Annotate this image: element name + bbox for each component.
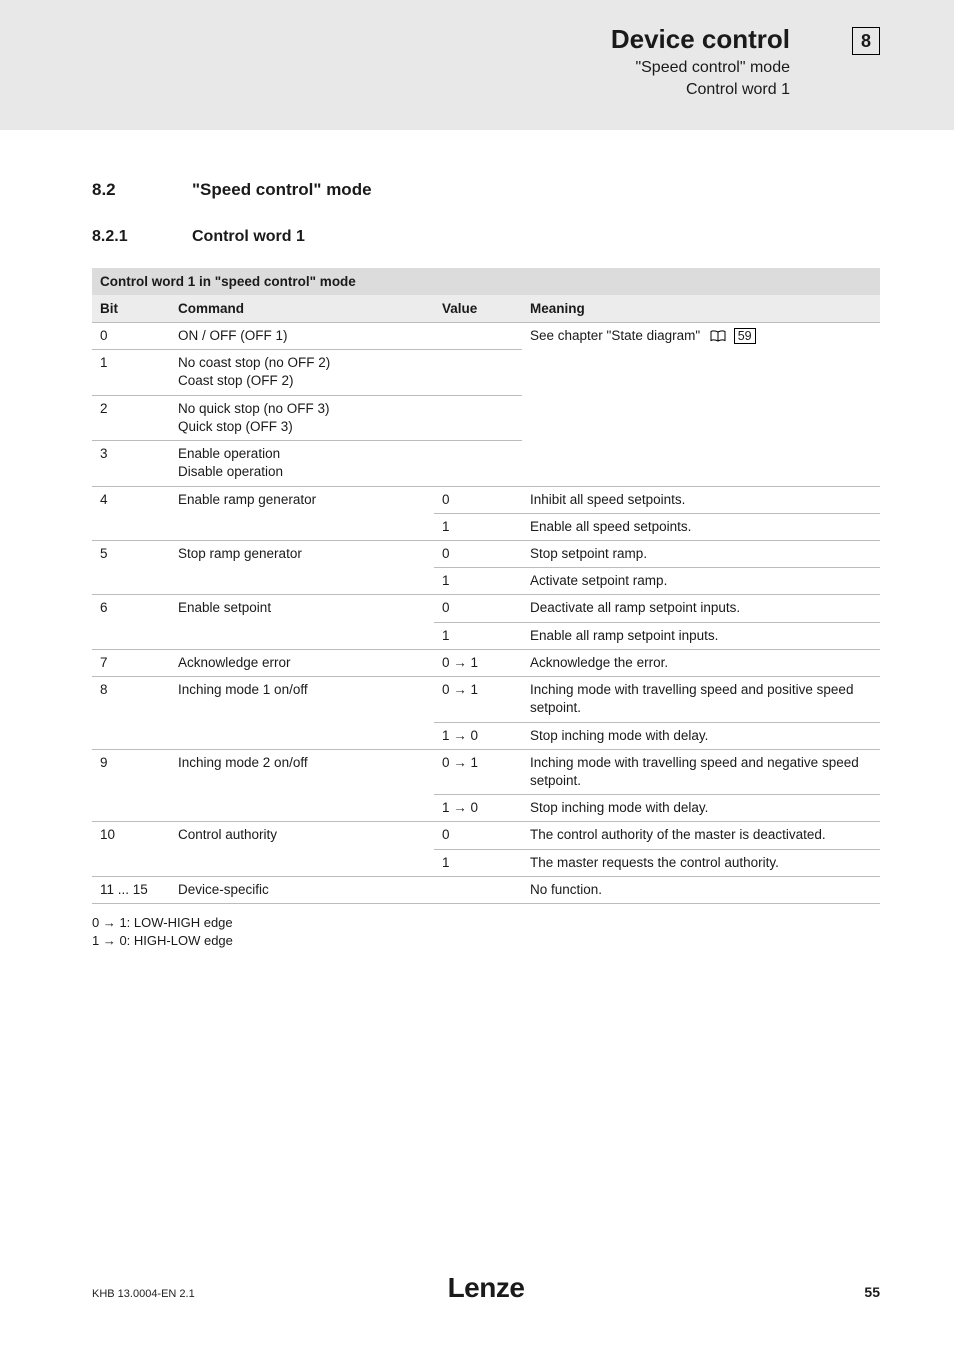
cell-value: 1 (434, 513, 522, 540)
cell-bit: 3 (92, 441, 170, 486)
cell-meaning: Stop inching mode with delay. (522, 722, 880, 749)
table-title: Control word 1 in "speed control" mode (92, 268, 880, 295)
section-number: 8.2 (92, 180, 192, 200)
cell-command: Stop ramp generator (170, 540, 434, 594)
cell-value (434, 876, 522, 903)
cell-command: Enable setpoint (170, 595, 434, 649)
cell-meaning: Inching mode with travelling speed and n… (522, 749, 880, 794)
cell-bit: 9 (92, 749, 170, 822)
cell-bit: 2 (92, 395, 170, 440)
header-title: Device control (0, 24, 790, 55)
footer-brand: Lenze (92, 1272, 880, 1304)
cell-value: 0 (434, 822, 522, 849)
cell-command: Enable operation Disable operation (170, 441, 434, 486)
book-icon (710, 329, 726, 347)
cell-command: Acknowledge error (170, 649, 434, 676)
subsection-title: Control word 1 (192, 228, 305, 246)
footer-page-number: 55 (864, 1284, 880, 1300)
cell-bit: 8 (92, 677, 170, 750)
cell-value: 1 (434, 568, 522, 595)
cell-meaning: Acknowledge the error. (522, 649, 880, 676)
cell-command: Device-specific (170, 876, 434, 903)
header-sub2: Control word 1 (0, 79, 790, 101)
cell-value: 0 → 1 (434, 649, 522, 676)
cell-value (434, 441, 522, 486)
page-footer: KHB 13.0004-EN 2.1 Lenze 55 (92, 1272, 880, 1300)
section-title: "Speed control" mode (192, 180, 372, 200)
cell-meaning: No function. (522, 876, 880, 903)
cell-value (434, 350, 522, 395)
edge-legend: 0 → 1: LOW-HIGH edge 1 → 0: HIGH-LOW edg… (92, 914, 880, 950)
subsection-heading: 8.2.1 Control word 1 (92, 228, 880, 246)
col-value: Value (434, 295, 522, 323)
page-content: 8.2 "Speed control" mode 8.2.1 Control w… (92, 180, 880, 950)
cell-command: Inching mode 2 on/off (170, 749, 434, 822)
cell-meaning: The control authority of the master is d… (522, 822, 880, 849)
cell-value: 1 (434, 849, 522, 876)
cell-meaning-merged: See chapter "State diagram" 59 (522, 323, 880, 487)
cell-value: 0 (434, 595, 522, 622)
cell-meaning: Stop setpoint ramp. (522, 540, 880, 567)
cell-command: ON / OFF (OFF 1) (170, 323, 434, 350)
cell-bit: 0 (92, 323, 170, 350)
header-sub1: "Speed control" mode (0, 57, 790, 79)
cell-value: 1 → 0 (434, 722, 522, 749)
cell-value: 0 (434, 540, 522, 567)
meaning-prefix: See chapter "State diagram" (530, 328, 704, 343)
cell-command: No coast stop (no OFF 2) Coast stop (OFF… (170, 350, 434, 395)
col-meaning: Meaning (522, 295, 880, 323)
cell-value (434, 395, 522, 440)
cell-bit: 10 (92, 822, 170, 876)
cell-meaning: Enable all ramp setpoint inputs. (522, 622, 880, 649)
cell-bit: 5 (92, 540, 170, 594)
cell-value: 0 → 1 (434, 677, 522, 722)
page-header: Device control "Speed control" mode Cont… (0, 24, 790, 100)
cell-bit: 6 (92, 595, 170, 649)
cell-meaning: Inhibit all speed setpoints. (522, 486, 880, 513)
cell-meaning: Activate setpoint ramp. (522, 568, 880, 595)
subsection-number: 8.2.1 (92, 228, 192, 246)
cell-value: 0 (434, 486, 522, 513)
cell-bit: 7 (92, 649, 170, 676)
cell-bit: 1 (92, 350, 170, 395)
chapter-number-box: 8 (852, 27, 880, 55)
cell-meaning: Deactivate all ramp setpoint inputs. (522, 595, 880, 622)
cell-command: Enable ramp generator (170, 486, 434, 540)
cell-bit: 4 (92, 486, 170, 540)
page-ref: 59 (734, 328, 756, 344)
cell-value: 0 → 1 (434, 749, 522, 794)
cell-bit: 11 ... 15 (92, 876, 170, 903)
col-command: Command (170, 295, 434, 323)
col-bit: Bit (92, 295, 170, 323)
legend-line-2: 1 → 0: HIGH-LOW edge (92, 932, 880, 950)
cell-command: Control authority (170, 822, 434, 876)
cell-meaning: The master requests the control authorit… (522, 849, 880, 876)
legend-line-1: 0 → 1: LOW-HIGH edge (92, 914, 880, 932)
cell-meaning: Stop inching mode with delay. (522, 795, 880, 822)
cell-meaning: Enable all speed setpoints. (522, 513, 880, 540)
cell-value (434, 323, 522, 350)
control-word-table: Control word 1 in "speed control" mode B… (92, 268, 880, 904)
cell-meaning: Inching mode with travelling speed and p… (522, 677, 880, 722)
cell-command: Inching mode 1 on/off (170, 677, 434, 750)
cell-value: 1 (434, 622, 522, 649)
cell-command: No quick stop (no OFF 3) Quick stop (OFF… (170, 395, 434, 440)
cell-value: 1 → 0 (434, 795, 522, 822)
section-heading: 8.2 "Speed control" mode (92, 180, 880, 200)
